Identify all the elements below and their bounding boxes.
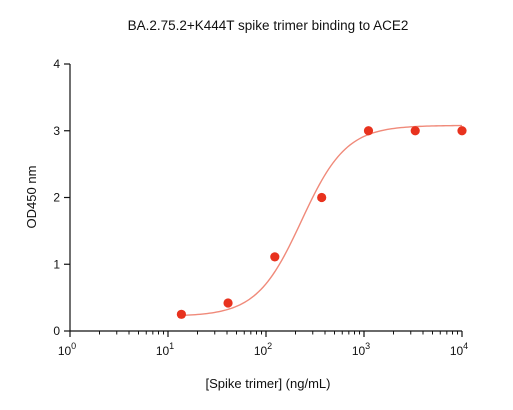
data-point — [410, 126, 420, 136]
axes: 0 1 2 3 4 100 101 102 103 104 — [53, 57, 468, 358]
y-tick-label: 2 — [53, 191, 60, 205]
y-tick-label: 0 — [53, 324, 60, 338]
x-tick-label: 100 — [58, 341, 76, 358]
fit-curve-layer — [181, 124, 463, 317]
chart-title: BA.2.75.2+K444T spike trimer binding to … — [128, 18, 409, 33]
data-point — [363, 126, 374, 136]
y-tick-label: 1 — [53, 257, 60, 271]
data-point — [457, 126, 467, 136]
y-axis-label: OD450 nm — [24, 166, 39, 229]
y-tick-label: 4 — [53, 57, 60, 71]
x-tick-label: 102 — [254, 341, 272, 358]
data-point — [317, 192, 327, 203]
data-points-layer — [176, 126, 467, 319]
fit-curve — [181, 124, 463, 317]
data-point — [270, 252, 280, 262]
x-tick-label: 101 — [156, 341, 174, 358]
x-axis-label: [Spike trimer] (ng/mL) — [206, 376, 331, 391]
data-point — [223, 298, 233, 308]
x-tick-label: 104 — [450, 341, 468, 358]
y-tick-label: 3 — [53, 124, 60, 138]
x-tick-label: 103 — [352, 341, 370, 358]
data-point — [176, 309, 186, 319]
